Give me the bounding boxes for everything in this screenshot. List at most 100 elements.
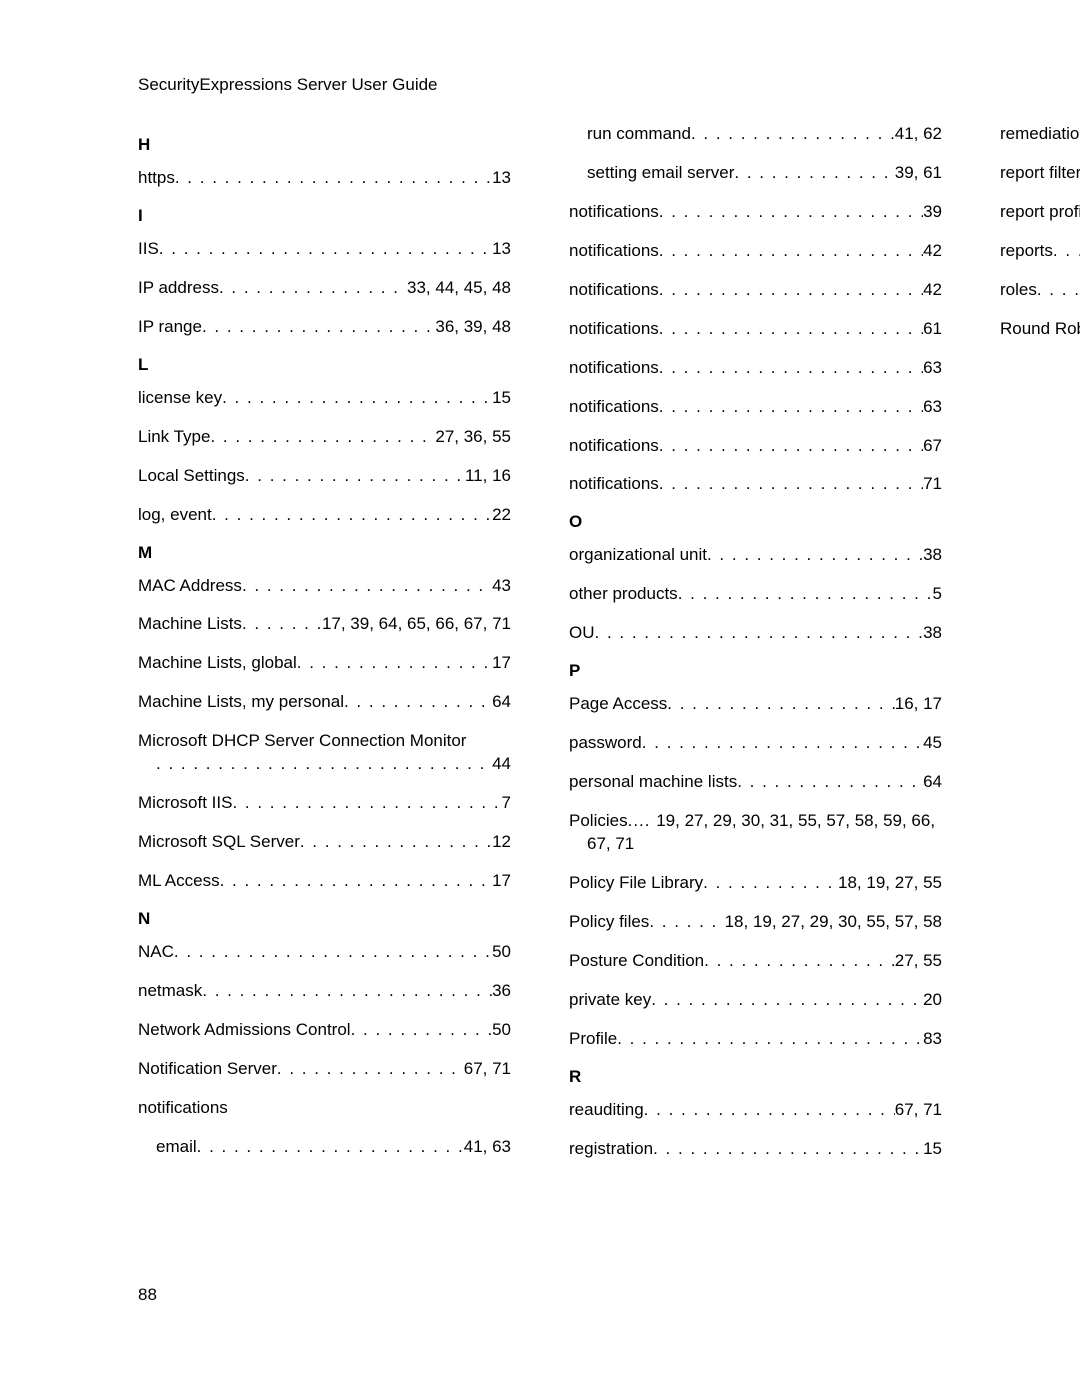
index-term: notifications <box>569 201 659 224</box>
index-pages: 63 <box>923 396 942 419</box>
leader-dots: . . . . . . . . . . . . . . . . . . . . … <box>220 870 493 893</box>
leader-dots: . . . . . . . . . . . . . . . . . . . . … <box>242 613 322 636</box>
leader-dots: . . . . . . . . . . . . . . . . . . . . … <box>734 162 894 185</box>
leader-dots: . . . . . . . . . . . . . . . . . . . . … <box>1053 240 1080 263</box>
leader-dots: . . . . . . . . . . . . . . . . . . . . … <box>159 238 492 261</box>
leader-dots: . . . . . . . . . . . . . . . . . . . . … <box>659 473 923 496</box>
index-term: Policy File Library <box>569 872 703 895</box>
leader-dots: . . . . . . . . . . . . . . . . . . . . … <box>653 1138 923 1161</box>
index-term: setting email server <box>587 162 734 185</box>
index-entry: notifications. . . . . . . . . . . . . .… <box>569 318 942 341</box>
index-entry: OU. . . . . . . . . . . . . . . . . . . … <box>569 622 942 645</box>
index-term: Network Admissions Control <box>138 1019 351 1042</box>
index-term: Microsoft SQL Server <box>138 831 300 854</box>
leader-dots: . . . . . . . . . . . . . . . . . . . . … <box>678 583 933 606</box>
leader-dots: . . . . . . . . . . . . . . . . . . . . … <box>351 1019 493 1042</box>
index-columns: Hhttps. . . . . . . . . . . . . . . . . … <box>138 123 942 1163</box>
index-entry: notifications. . . . . . . . . . . . . .… <box>569 435 942 458</box>
index-entry: reauditing. . . . . . . . . . . . . . . … <box>569 1099 942 1122</box>
index-entry: MAC Address. . . . . . . . . . . . . . .… <box>138 575 511 598</box>
index-entry: Microsoft DHCP Server Connection Monitor… <box>138 730 511 776</box>
index-entry: Policy File Library. . . . . . . . . . .… <box>569 872 942 895</box>
index-letter: O <box>569 512 942 532</box>
leader-dots: . . . . . . . . . . . . . . . . . . . . … <box>704 950 895 973</box>
index-term: notifications <box>569 240 659 263</box>
index-pages: 36, 39, 48 <box>435 316 511 339</box>
index-pages: 39, 61 <box>895 162 942 185</box>
index-term: Notification Server <box>138 1058 277 1081</box>
index-term: notifications <box>138 1098 228 1117</box>
index-pages: 38 <box>923 544 942 567</box>
index-entry: Page Access. . . . . . . . . . . . . . .… <box>569 693 942 716</box>
index-entry: notifications. . . . . . . . . . . . . .… <box>569 473 942 496</box>
leader-dots: . . . . . . . . . . . . . . . . . . . . … <box>245 465 465 488</box>
index-term: run command <box>587 123 691 146</box>
index-entry: reports. . . . . . . . . . . . . . . . .… <box>1000 240 1080 263</box>
index-entry: Policies.... 19, 27, 29, 30, 31, 55, 57,… <box>569 810 942 856</box>
index-pages: 17, 39, 64, 65, 66, 67, 71 <box>322 613 511 636</box>
index-letter: R <box>569 1067 942 1087</box>
leader-dots: . . . . . . . . . . . . . . . . . . . . … <box>659 357 923 380</box>
index-pages: 63 <box>923 357 942 380</box>
index-term: notifications <box>569 396 659 419</box>
index-entry: organizational unit. . . . . . . . . . .… <box>569 544 942 567</box>
index-pages: 64 <box>923 771 942 794</box>
index-term: Round Robin <box>1000 318 1080 341</box>
index-term: report profile <box>1000 201 1080 224</box>
index-pages: 15 <box>492 387 511 410</box>
index-pages: 27, 55 <box>895 950 942 973</box>
index-entry: notifications. . . . . . . . . . . . . .… <box>569 396 942 419</box>
index-pages: 33, 44, 45, 48 <box>407 277 511 300</box>
index-entry: IP address. . . . . . . . . . . . . . . … <box>138 277 511 300</box>
index-entry: notifications. . . . . . . . . . . . . .… <box>569 279 942 302</box>
leader-dots: . . . . . . . . . . . . . . . . . . . . … <box>297 652 492 675</box>
leader-dots: . . . . . . . . . . . . . . . . . . . . … <box>202 980 492 1003</box>
index-pages: 39 <box>923 201 942 224</box>
leader-dots: . . . . . . . . . . . . . . . . . . . . … <box>175 167 492 190</box>
index-entry: notifications. . . . . . . . . . . . . .… <box>569 240 942 263</box>
index-term: reports <box>1000 240 1053 263</box>
index-entry: log, event. . . . . . . . . . . . . . . … <box>138 504 511 527</box>
index-entry: Policy files. . . . . . . . . . . . . . … <box>569 911 942 934</box>
index-pages: 27, 36, 55 <box>435 426 511 449</box>
leader-dots: . . . . . . . . . . . . . . . . . . . . … <box>300 831 492 854</box>
index-entry: remediation.... 15, 17, 24, 27, 29, 30, … <box>1000 123 1080 146</box>
index-term: Microsoft IIS <box>138 792 232 815</box>
index-pages: 16, 17 <box>895 693 942 716</box>
index-term: license key <box>138 387 222 410</box>
index-term: reauditing <box>569 1099 644 1122</box>
index-entry: license key. . . . . . . . . . . . . . .… <box>138 387 511 410</box>
index-term: other products <box>569 583 678 606</box>
leader-dots: . . . . . . . . . . . . . . . . . . . . … <box>202 316 435 339</box>
index-pages: 38 <box>923 622 942 645</box>
index-term: Link Type <box>138 426 210 449</box>
index-term: ML Access <box>138 870 220 893</box>
index-entry: NAC. . . . . . . . . . . . . . . . . . .… <box>138 941 511 964</box>
leader-dots: . . . . . . . . . . . . . . . . . . . . … <box>649 911 724 934</box>
index-pages: 67 <box>923 435 942 458</box>
running-header: SecurityExpressions Server User Guide <box>138 75 942 95</box>
index-pages: 50 <box>492 941 511 964</box>
index-entry: personal machine lists. . . . . . . . . … <box>569 771 942 794</box>
index-term: remediation <box>1000 124 1080 143</box>
index-entry: netmask. . . . . . . . . . . . . . . . .… <box>138 980 511 1003</box>
index-term: Policy files <box>569 911 649 934</box>
index-pages: 41, 62 <box>895 123 942 146</box>
index-term: IP address <box>138 277 219 300</box>
index-pages: 36 <box>492 980 511 1003</box>
index-term: registration <box>569 1138 653 1161</box>
index-pages: 50 <box>492 1019 511 1042</box>
leader-dots: . . . . . . . . . . . . . . . . . . . . … <box>1037 279 1080 302</box>
index-pages: 64 <box>492 691 511 714</box>
index-term: report filters <box>1000 162 1080 185</box>
index-term: IP range <box>138 316 202 339</box>
leader-dots: . . . . . . . . . . . . . . . . . . . . … <box>659 396 923 419</box>
index-term: Machine Lists, global <box>138 652 297 675</box>
index-entry: Microsoft IIS. . . . . . . . . . . . . .… <box>138 792 511 815</box>
index-pages: 20 <box>923 989 942 1012</box>
index-entry: private key. . . . . . . . . . . . . . .… <box>569 989 942 1012</box>
index-entry: Link Type. . . . . . . . . . . . . . . .… <box>138 426 511 449</box>
index-entry: run command. . . . . . . . . . . . . . .… <box>569 123 942 146</box>
index-entry: setting email server. . . . . . . . . . … <box>569 162 942 185</box>
leader-dots: . . . . . . . . . . . . . . . . . . . . … <box>219 277 407 300</box>
